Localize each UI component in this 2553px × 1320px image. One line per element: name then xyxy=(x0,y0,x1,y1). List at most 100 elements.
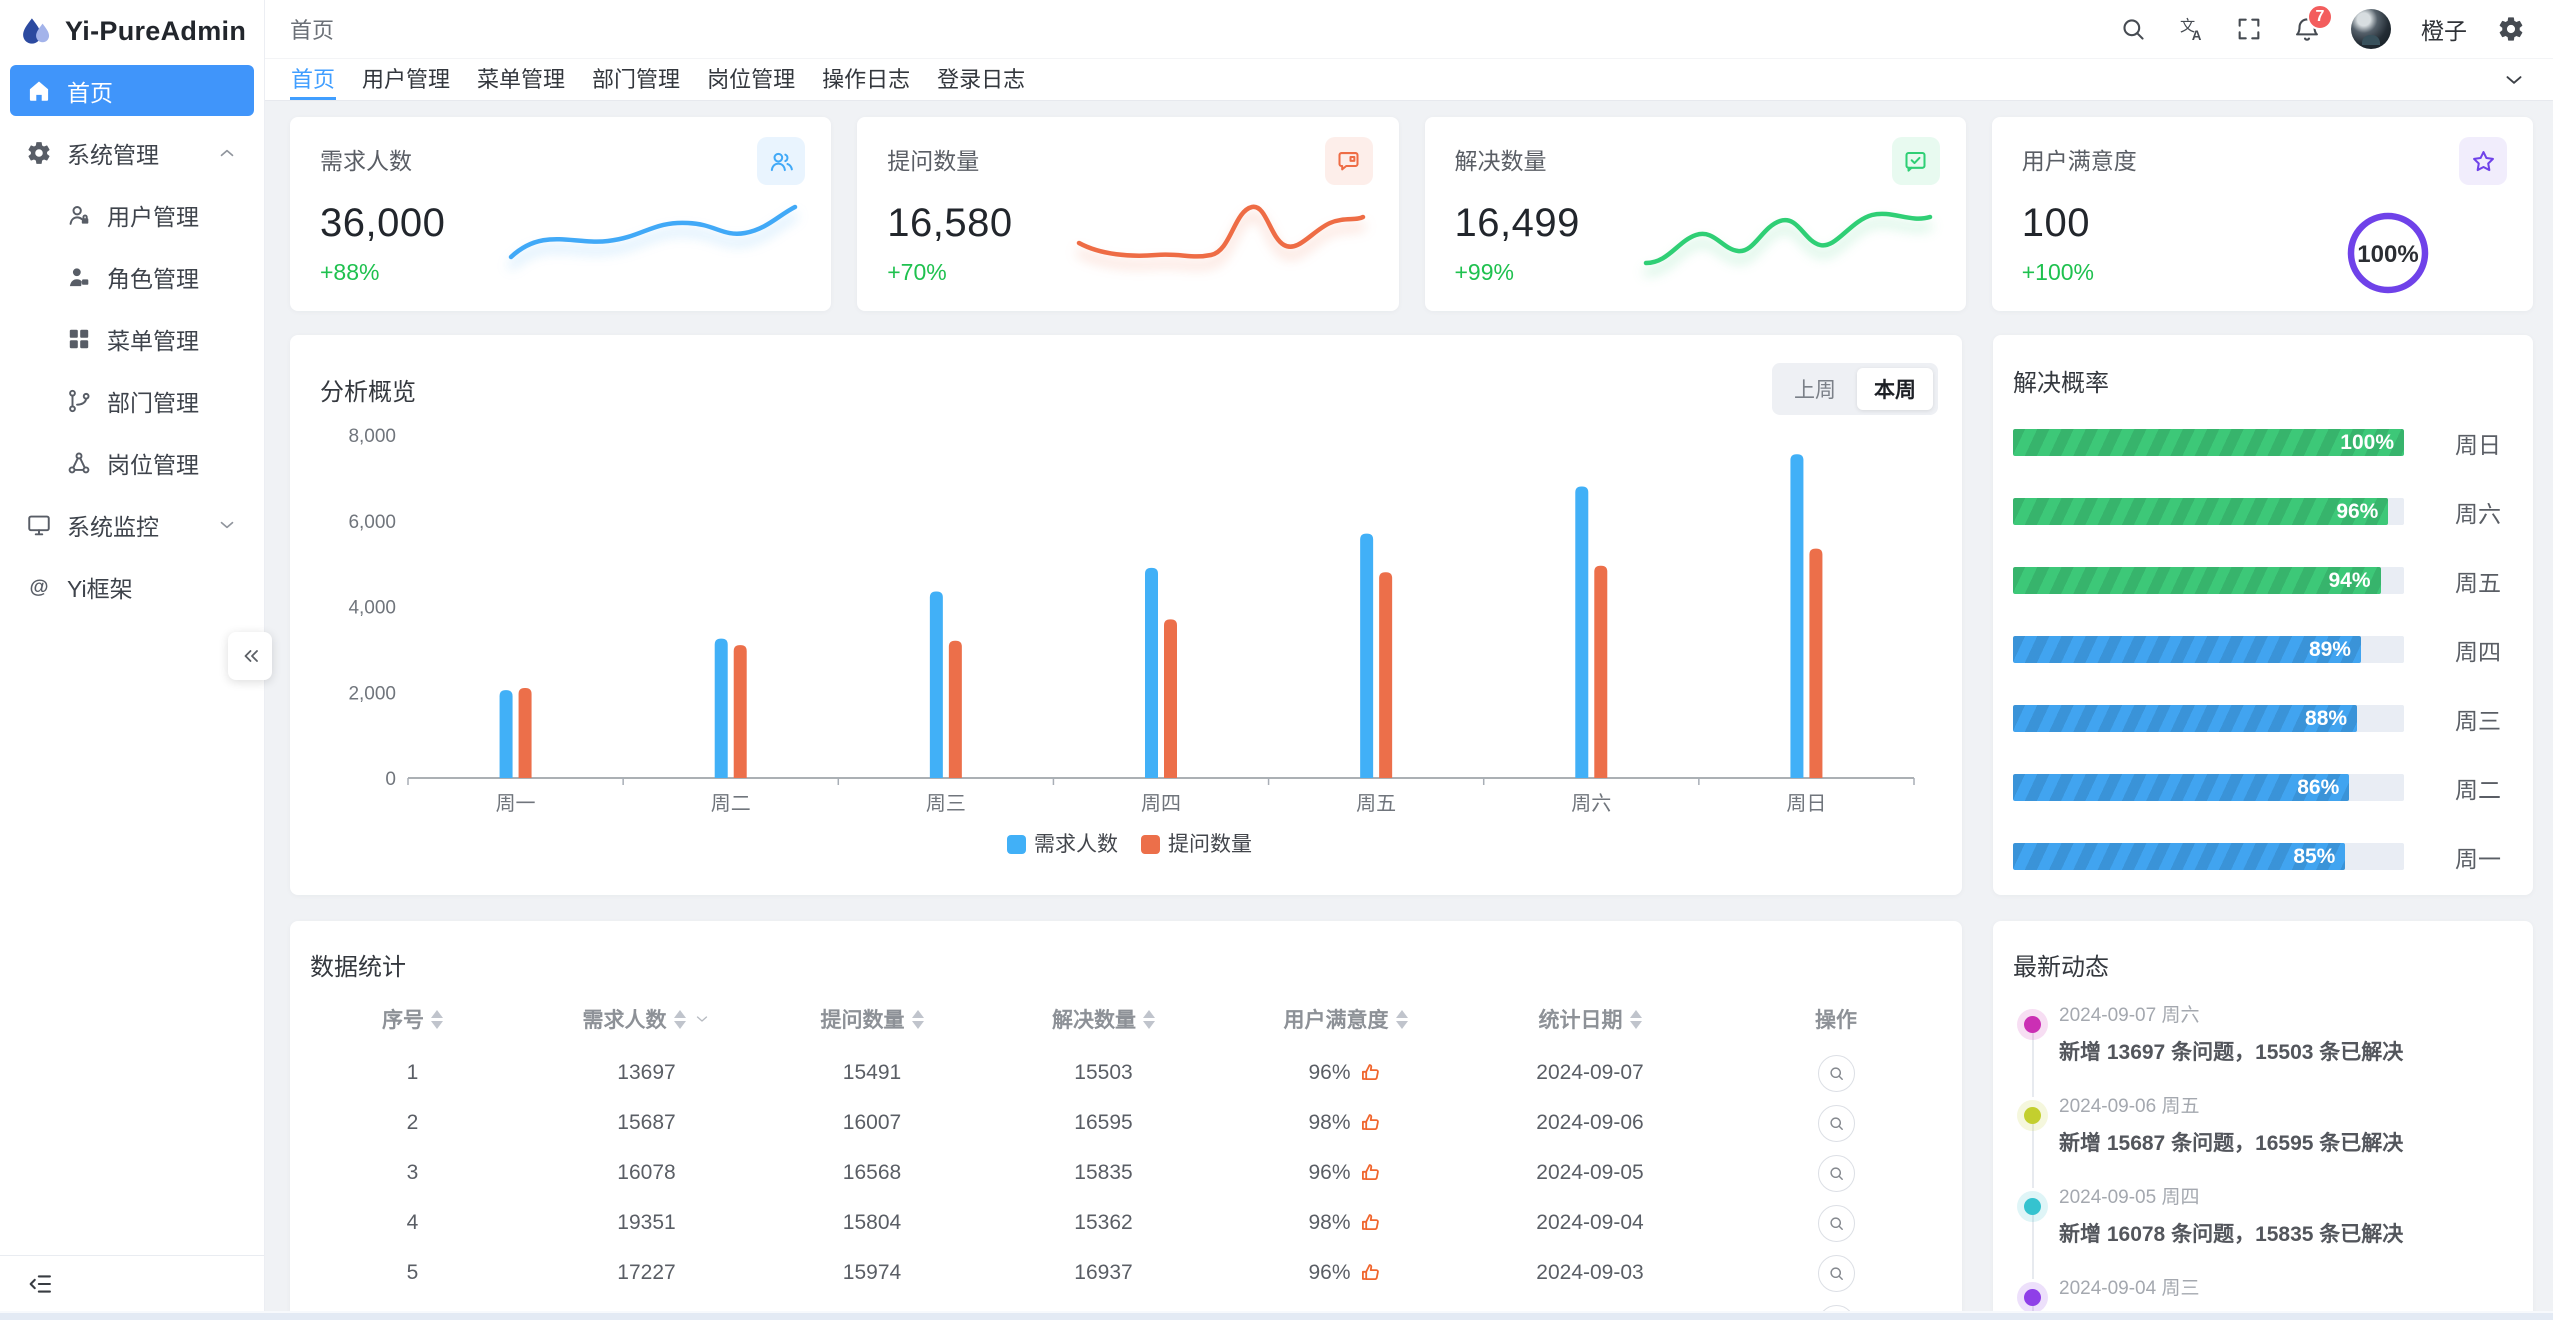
view-detail-button[interactable] xyxy=(1817,1204,1855,1242)
progress-fill: 85% xyxy=(2013,843,2346,870)
chevron-down-icon[interactable] xyxy=(2501,67,2527,93)
sidebar-collapse-handle[interactable] xyxy=(228,632,272,680)
cell-questions: 15804 xyxy=(842,1211,902,1234)
sidebar-item-5[interactable]: 部门管理 xyxy=(10,375,254,426)
cell-satisfaction: 96% xyxy=(1221,1061,1470,1085)
svg-text:6,000: 6,000 xyxy=(348,512,396,533)
cell-date: 2024-09-07 xyxy=(1536,1061,1644,1084)
table-header-3[interactable]: 解决数量 xyxy=(986,1004,1221,1034)
sort-carets-icon[interactable] xyxy=(1143,1009,1155,1029)
user-name[interactable]: 橙子 xyxy=(2421,18,2467,44)
svg-text:2,000: 2,000 xyxy=(348,683,396,704)
sidebar-item-4[interactable]: 菜单管理 xyxy=(10,313,254,364)
horizontal-scrollbar[interactable] xyxy=(0,1311,2553,1320)
cell-solved: 16595 xyxy=(1074,1111,1133,1134)
sort-carets-icon[interactable] xyxy=(1629,1009,1642,1029)
timeline-date: 2024-09-07 周六 xyxy=(2059,1005,2200,1026)
timeline-date: 2024-09-06 周五 xyxy=(2059,1096,2200,1117)
timeline-text: 新增 16078 条问题，15835 条已解决 xyxy=(2059,1223,2404,1246)
tab-2[interactable]: 菜单管理 xyxy=(477,67,566,92)
table-header-4[interactable]: 用户满意度 xyxy=(1221,1004,1470,1034)
sort-carets-icon[interactable] xyxy=(431,1009,443,1029)
view-detail-button[interactable] xyxy=(1817,1254,1855,1292)
satisfaction-value: 96% xyxy=(1308,1061,1351,1084)
tab-0[interactable]: 首页 xyxy=(290,59,337,100)
fullscreen-icon[interactable] xyxy=(2235,15,2263,43)
view-detail-button[interactable] xyxy=(1817,1104,1855,1142)
analysis-overview-card: 分析概览 上周 本周 0 2,000 4,000 6,000 8,000 周一 周二 周三 周四… xyxy=(290,335,1962,895)
cell-demand: 15687 xyxy=(617,1111,676,1134)
sidebar-item-1[interactable]: 系统管理 xyxy=(10,127,254,178)
analysis-bar-chart: 0 2,000 4,000 6,000 8,000 周一 周二 周三 周四 周五 周六 周日 需求人数… xyxy=(348,426,1915,856)
cell-actions xyxy=(1710,1054,1962,1092)
stat-card-value: 16,580 xyxy=(887,201,1013,245)
progress-percent: 96% xyxy=(2336,499,2379,523)
sidebar-item-label: 部门管理 xyxy=(107,389,199,416)
timeline-date: 2024-09-04 周三 xyxy=(2059,1278,2200,1299)
progress-percent: 86% xyxy=(2297,775,2340,799)
sort-carets-icon[interactable] xyxy=(911,1009,924,1029)
thumbs-up-icon xyxy=(1359,1261,1383,1285)
timeline-title: 最新动态 xyxy=(2013,954,2109,981)
progress-track: 86% xyxy=(2013,774,2404,801)
cell-actions xyxy=(1710,1104,1962,1142)
settings-icon[interactable] xyxy=(2497,15,2525,43)
cell-solved: 15362 xyxy=(1074,1211,1133,1234)
tab-5[interactable]: 操作日志 xyxy=(822,67,911,92)
cell-actions xyxy=(1710,1154,1962,1192)
cell-satisfaction: 98% xyxy=(1221,1211,1470,1235)
sidebar-item-6[interactable]: 岗位管理 xyxy=(10,437,254,488)
filter-chevron-icon[interactable] xyxy=(693,1010,711,1028)
latest-activity-card: 最新动态 2024-09-07 周六 新增 13697 条问题，15503 条已… xyxy=(1993,921,2533,1320)
sort-carets-icon[interactable] xyxy=(1395,1009,1408,1029)
thumbs-up-icon xyxy=(1359,1161,1383,1185)
sort-carets-icon[interactable] xyxy=(673,1009,686,1029)
cell-date: 2024-09-06 xyxy=(1536,1111,1644,1134)
column-label: 序号 xyxy=(382,1009,424,1032)
stat-card-sparkline xyxy=(1076,204,1365,259)
svg-text:8,000: 8,000 xyxy=(348,426,396,447)
week-range-switch: 上周 本周 xyxy=(1772,363,1938,415)
column-label: 解决数量 xyxy=(1052,1009,1136,1032)
range-button-0[interactable]: 上周 xyxy=(1794,379,1836,402)
sidebar-item-0[interactable]: 首页 xyxy=(10,65,254,116)
notifications-bell[interactable]: 7 xyxy=(2293,4,2333,43)
sidebar-item-8[interactable]: @ Yi框架 xyxy=(10,561,254,612)
stat-card-title: 提问数量 xyxy=(887,148,980,174)
stat-card-delta: +88% xyxy=(320,259,380,285)
solve-rate-row-1: 96% 周六 xyxy=(2013,477,2509,546)
sidebar-item-7[interactable]: 系统监控 xyxy=(10,499,254,550)
range-button-1[interactable]: 本周 xyxy=(1857,368,1933,410)
search-icon[interactable] xyxy=(2119,15,2147,43)
svg-text:周二: 周二 xyxy=(711,793,751,815)
branch-icon xyxy=(66,388,92,414)
view-detail-button[interactable] xyxy=(1817,1154,1855,1192)
table-header-5[interactable]: 统计日期 xyxy=(1470,1004,1710,1034)
svg-text:需求人数: 需求人数 xyxy=(1034,833,1118,856)
menu-fold-icon[interactable] xyxy=(26,1270,54,1298)
users-icon xyxy=(768,148,795,175)
svg-text:周五: 周五 xyxy=(1356,793,1396,815)
stat-card-value: 36,000 xyxy=(320,201,446,245)
table-header-1[interactable]: 需求人数 xyxy=(535,1004,758,1034)
timeline-dot-icon xyxy=(2024,1016,2041,1033)
cell-id: 2 xyxy=(406,1111,419,1134)
avatar[interactable] xyxy=(2351,9,2391,49)
sidebar-item-2[interactable]: 用户管理 xyxy=(10,189,254,240)
tab-6[interactable]: 登录日志 xyxy=(937,67,1026,92)
table-header-2[interactable]: 提问数量 xyxy=(758,1004,986,1034)
tab-3[interactable]: 部门管理 xyxy=(592,67,681,92)
tab-1[interactable]: 用户管理 xyxy=(362,67,451,92)
view-detail-button[interactable] xyxy=(1817,1054,1855,1092)
sidebar-menu: 首页 系统管理 用户管理 角色管理 菜单管理 部门管理 岗位管理 系统监控 @ … xyxy=(0,65,264,612)
app-logo[interactable]: Yi-PureAdmin xyxy=(0,0,264,62)
progress-track: 88% xyxy=(2013,705,2404,732)
tab-4[interactable]: 岗位管理 xyxy=(707,67,796,92)
table-header-0[interactable]: 序号 xyxy=(290,1004,535,1034)
progress-track: 89% xyxy=(2013,636,2404,663)
sidebar-item-3[interactable]: 角色管理 xyxy=(10,251,254,302)
